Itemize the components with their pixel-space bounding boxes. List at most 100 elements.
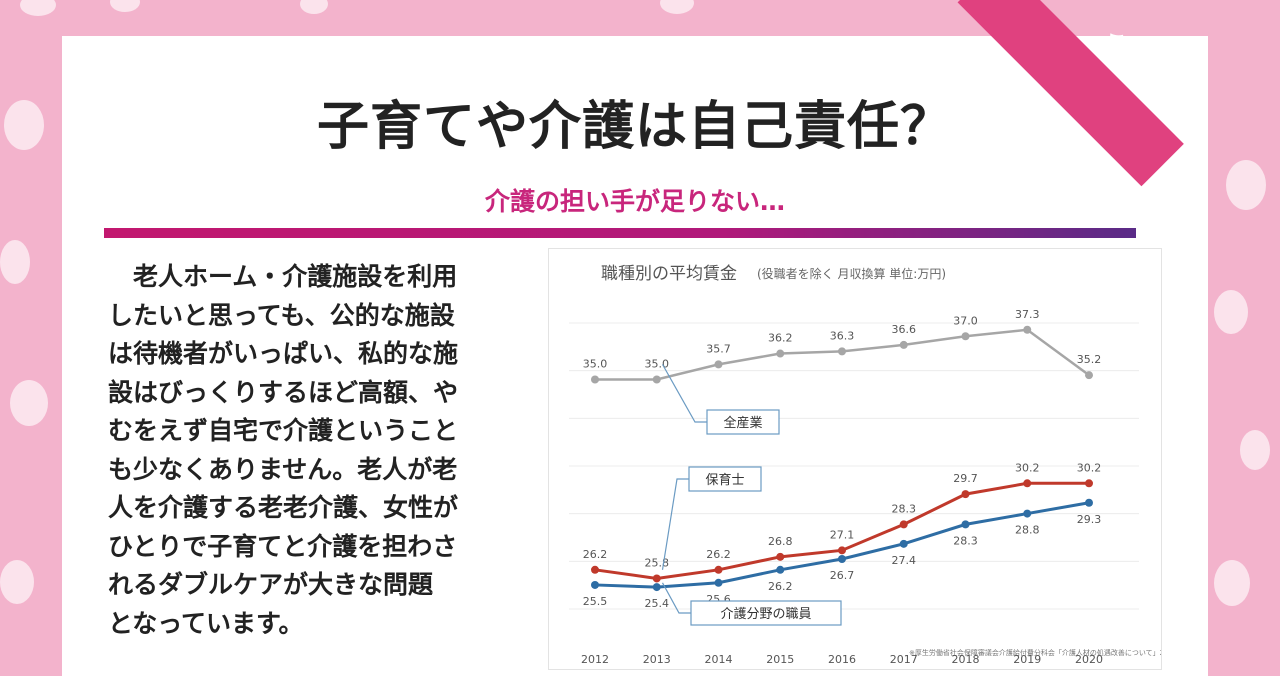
x-tick-label: 2020 — [1075, 653, 1103, 666]
series-callout-label: 保育士 — [705, 472, 744, 488]
data-point — [714, 578, 723, 587]
body-line: 設はびっくりするほど高額、や — [108, 377, 459, 407]
divider-rule — [104, 228, 1136, 238]
x-tick-label: 2013 — [643, 653, 671, 666]
body-line: も少なくありません。老人が老 — [108, 454, 458, 484]
page-title: 子育てや介護は自己責任？ — [316, 97, 953, 157]
data-label: 25.4 — [645, 597, 670, 610]
bg-dot — [0, 560, 34, 604]
data-point — [714, 360, 723, 369]
data-label: 25.8 — [645, 556, 670, 569]
data-label: 25.5 — [583, 595, 608, 608]
chart-subtitle: (役職者を除く 月収換算 単位:万円) — [757, 266, 946, 281]
data-label: 36.6 — [892, 323, 917, 336]
data-point — [1023, 325, 1032, 334]
callout-box — [688, 466, 762, 492]
bg-dot — [0, 240, 30, 284]
bg-dot — [1226, 160, 1266, 210]
bg-dot — [110, 0, 140, 12]
data-point — [899, 520, 908, 529]
data-label: 35.7 — [706, 342, 731, 355]
x-tick-label: 2017 — [890, 653, 918, 666]
data-point — [961, 332, 970, 341]
data-point — [961, 490, 970, 499]
data-label: 37.3 — [1015, 308, 1040, 321]
data-point — [838, 554, 846, 563]
data-point — [1085, 498, 1093, 507]
data-point — [838, 347, 846, 356]
data-point — [899, 539, 908, 548]
x-tick-label: 2014 — [705, 653, 733, 666]
body-line: ひとりで子育てと介護を担わさ — [108, 531, 458, 561]
data-label: 37.0 — [953, 314, 978, 327]
series-callout-label: 介護分野の職員 — [720, 606, 811, 622]
data-label: 26.2 — [583, 548, 608, 561]
callout-leader — [661, 364, 707, 423]
body-line: は待機者がいっぱい、私的な施 — [108, 339, 459, 368]
x-tick-label: 2018 — [952, 653, 980, 666]
data-label: 26.2 — [768, 580, 793, 593]
data-label: 30.2 — [1077, 461, 1102, 474]
data-point — [961, 520, 970, 529]
x-tick-label: 2012 — [581, 653, 609, 666]
data-point — [591, 375, 599, 384]
chart-title: 職種別の平均賃金 — [601, 264, 737, 284]
bg-dot — [20, 0, 56, 16]
x-tick-label: 2016 — [828, 653, 856, 666]
callout-box — [706, 409, 780, 435]
data-label: 35.2 — [1077, 353, 1102, 366]
bg-dot — [300, 0, 328, 14]
page-subtitle: 介護の担い手が足りない… — [484, 187, 785, 216]
data-point — [776, 565, 785, 574]
data-point — [1023, 479, 1032, 488]
data-label: 26.8 — [768, 535, 793, 548]
data-point — [1085, 371, 1093, 380]
data-label: 30.2 — [1015, 461, 1040, 474]
body-line: となっています。 — [108, 608, 304, 638]
data-label: 29.3 — [1077, 513, 1102, 526]
bg-dot — [1240, 430, 1270, 470]
data-point — [899, 340, 908, 349]
bg-dot — [1214, 560, 1250, 606]
body-paragraph: 老人ホーム・介護施設を利用 したいと思っても、公的な施設 は待機者がいっぱい、私… — [108, 258, 528, 643]
body-line: れるダブルケアが大きな問題 — [108, 570, 434, 599]
data-point — [776, 552, 785, 561]
data-point — [1085, 479, 1093, 488]
data-point — [591, 565, 599, 574]
data-point — [591, 580, 599, 589]
data-label: 35.0 — [583, 358, 608, 371]
data-point — [652, 574, 661, 583]
bg-dot — [4, 100, 44, 150]
data-label: 27.1 — [830, 528, 855, 541]
wage-chart-svg: 職種別の平均賃金 (役職者を除く 月収換算 単位:万円) ※厚生労働省社会保障審… — [569, 264, 1161, 666]
article-card: 子育てや介護は自己責任？ 介護の担い手が足りない… 老人ホーム・介護施設を利用 … — [62, 36, 1208, 676]
data-point — [652, 583, 661, 592]
data-label: 36.2 — [768, 332, 793, 345]
data-point — [838, 546, 846, 555]
data-point — [714, 565, 723, 574]
data-point — [1023, 509, 1032, 518]
x-tick-label: 2015 — [766, 653, 794, 666]
data-label: 28.3 — [953, 534, 978, 547]
callout-leader — [661, 478, 689, 570]
data-point — [652, 375, 661, 384]
chart-source-note: ※厚生労働省社会保障審議会介護給付費分科会「介護人材の処遇改善について」2022… — [909, 648, 1161, 657]
x-tick-label: 2019 — [1013, 653, 1041, 666]
body-line: したいと思っても、公的な施設 — [108, 300, 455, 330]
series-callout-label: 全産業 — [723, 415, 762, 431]
body-line: 老人ホーム・介護施設を利用 — [108, 262, 458, 291]
bg-dot — [10, 380, 48, 426]
data-label: 28.8 — [1015, 524, 1040, 537]
data-label: 36.3 — [830, 329, 855, 342]
bg-dot — [1214, 290, 1248, 334]
wage-chart: 職種別の平均賃金 (役職者を除く 月収換算 単位:万円) ※厚生労働省社会保障審… — [548, 248, 1162, 670]
body-line: 人を介護する老老介護、女性が — [108, 493, 459, 522]
data-label: 35.0 — [645, 358, 670, 371]
data-label: 28.3 — [892, 502, 917, 515]
data-label: 26.2 — [706, 548, 731, 561]
data-label: 27.4 — [892, 554, 917, 567]
callout-box — [690, 600, 842, 626]
data-label: 26.7 — [830, 569, 855, 582]
callout-leader — [661, 582, 691, 614]
bg-dot — [660, 0, 694, 14]
